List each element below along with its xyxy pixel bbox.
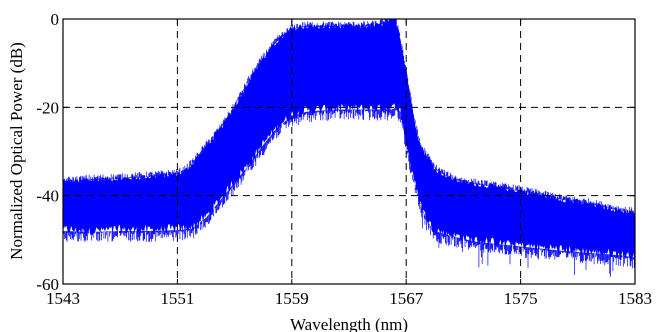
x-tick-label: 1543: [46, 289, 80, 308]
y-tick-label: -40: [36, 187, 59, 206]
plot-frame: [62, 18, 636, 285]
x-tick-label: 1551: [160, 289, 194, 308]
spectrum-band-0: [62, 18, 636, 261]
plot-area: [62, 18, 636, 277]
x-tick-label: 1559: [275, 289, 309, 308]
y-axis-title: Normalized Optical Power (dB): [7, 42, 26, 260]
x-axis-title: Wavelength (nm): [290, 315, 408, 332]
y-tick-label: 0: [51, 10, 60, 29]
x-tick-label: 1583: [618, 289, 652, 308]
y-tick-label: -60: [36, 275, 59, 294]
x-tick-label: 1567: [389, 289, 424, 308]
x-tick-label: 1575: [504, 289, 538, 308]
y-tick-label: -20: [36, 98, 59, 117]
grid: [63, 19, 635, 284]
ticks: 1543 1551 1559 1567 1575 1583 0 -20 -40 -60: [36, 10, 652, 308]
